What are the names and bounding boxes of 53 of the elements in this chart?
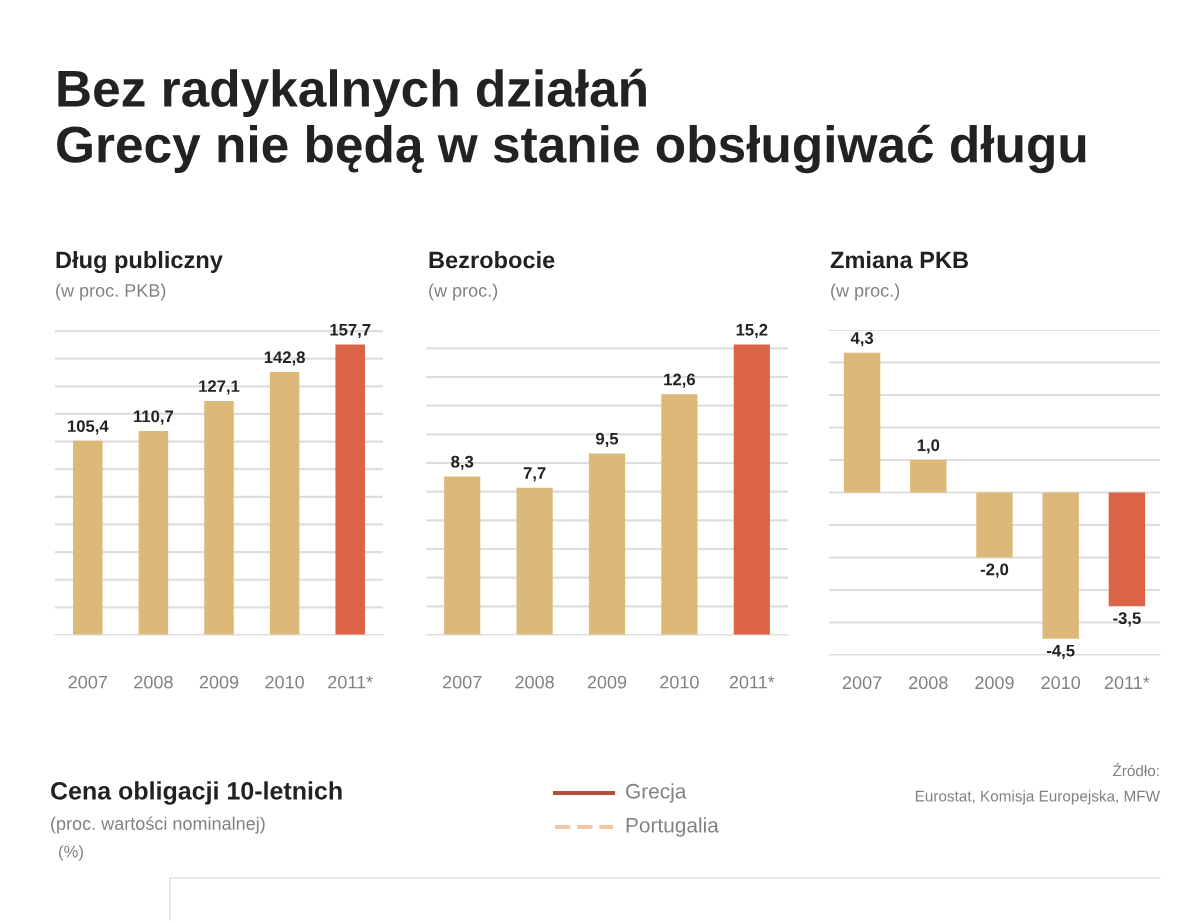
text: Cena obligacji 10-letnich (51, 781, 342, 805)
x-tick-label: 2009 (975, 676, 1014, 690)
x-tick-label: 2007 (443, 675, 482, 689)
data-label: 110,7 (134, 410, 174, 425)
chart-title: Bezrobocie (429, 250, 555, 269)
text: (%) (59, 845, 83, 861)
x-tick-label: 2007 (68, 675, 107, 689)
bar (444, 476, 481, 635)
chart-subtitle: (w proc.) (831, 283, 900, 301)
data-label: 127,1 (199, 380, 240, 395)
text: Bez radykalnych działań Grecy nie będą w stanie obsługiwać długu (57, 68, 1086, 174)
bar (588, 453, 626, 635)
x-tick-label: 2009 (587, 675, 627, 689)
x-tick-label: 2011* (729, 675, 775, 689)
chart-subtitle: (w proc. PKB) (56, 283, 166, 301)
data-label: 105,4 (68, 420, 109, 435)
bar (335, 344, 365, 635)
data-label: 142,8 (264, 351, 305, 366)
x-tick-label: 2010 (660, 675, 699, 689)
data-label: 12,6 (664, 373, 696, 388)
x-tick-label: 2011* (1104, 676, 1150, 690)
x-tick-label: 2007 (842, 676, 882, 690)
text: Grecja (626, 783, 687, 803)
data-label: 9,5 (595, 432, 619, 448)
chart-title: Dług publiczny (56, 250, 223, 274)
x-tick-label: 2008 (909, 676, 948, 690)
bar (269, 371, 300, 635)
bar (138, 431, 169, 635)
x-tick-label: 2010 (1041, 676, 1081, 690)
x-tick-label: 2008 (515, 675, 554, 689)
x-tick-label: 2010 (265, 675, 304, 689)
x-tick-label: 2011* (328, 675, 373, 689)
text: Źródło: Eurostat, Komisja Europejska, MFW (915, 762, 1160, 805)
chart-title: Zmiana PKB (830, 250, 968, 269)
x-tick-label: 2009 (199, 675, 239, 689)
data-label: 4,3 (850, 332, 874, 347)
data-label: -4,5 (1046, 644, 1075, 659)
data-label: 1,0 (917, 439, 940, 454)
data-label: 7,7 (523, 467, 546, 482)
x-tick-label: 2008 (134, 675, 173, 689)
data-label: 15,2 (736, 323, 768, 339)
data-label: -3,5 (1113, 612, 1141, 627)
data-label: 157,7 (330, 324, 371, 339)
data-label: -2,0 (980, 563, 1009, 578)
data-label: 8,3 (451, 455, 474, 470)
bar (733, 344, 770, 635)
chart-subtitle: (w proc.) (429, 283, 498, 301)
text: (proc. wartości nominalnej) (51, 816, 265, 834)
bar (661, 394, 698, 635)
text: Portugalia (626, 817, 719, 837)
bar (204, 400, 234, 635)
bar (516, 487, 553, 635)
bar (73, 440, 103, 635)
